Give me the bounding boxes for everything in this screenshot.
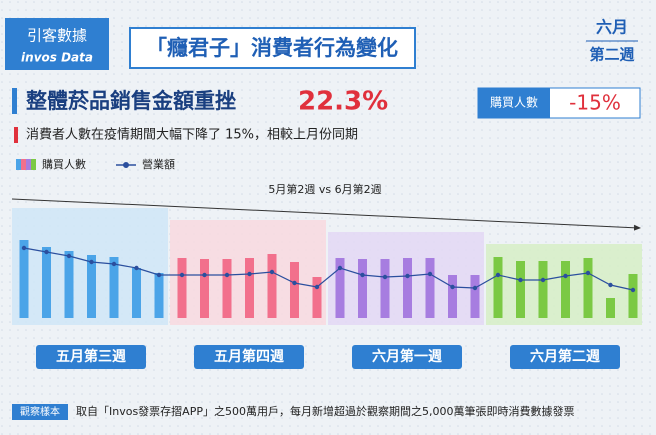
legend-label: 購買人數 xyxy=(42,157,86,171)
bar xyxy=(561,261,570,318)
bar xyxy=(583,258,593,318)
stat-label: 購買人數 xyxy=(490,96,538,110)
bar xyxy=(64,251,74,318)
group-pill xyxy=(36,345,146,369)
brand-sub: invos Data xyxy=(21,51,93,65)
footer-text: 取自「Invos發票存摺APP」之500萬用戶，每月新增超過於觀察期間之5,00… xyxy=(76,404,574,418)
line-point xyxy=(134,265,139,271)
bar xyxy=(628,274,638,318)
line-point xyxy=(202,272,207,278)
group-label: 六月第二週 xyxy=(530,348,600,365)
line-point xyxy=(518,277,523,283)
line-point xyxy=(585,270,591,276)
line-point xyxy=(472,285,478,291)
footer-tag-box xyxy=(12,404,68,420)
note: 消費者人數在疫情期間大幅下降了 15%，相較上月份同期 xyxy=(26,127,358,143)
legend-swatch xyxy=(26,159,31,170)
bar xyxy=(312,277,322,318)
line-point xyxy=(247,271,252,277)
title-box xyxy=(129,27,416,69)
line-point xyxy=(156,272,162,278)
bar xyxy=(470,275,480,318)
line-point xyxy=(450,284,455,290)
bar xyxy=(538,261,548,318)
line-point xyxy=(405,273,410,279)
brand: 引客數據 xyxy=(27,27,87,45)
bar xyxy=(606,298,615,318)
line-point xyxy=(179,272,185,278)
bar xyxy=(493,257,503,318)
group-pill xyxy=(352,345,462,369)
bar xyxy=(335,258,345,318)
line-point xyxy=(292,280,297,286)
line-point xyxy=(608,282,613,288)
accent xyxy=(12,88,17,114)
group-label: 五月第四週 xyxy=(214,348,284,365)
bar xyxy=(448,275,457,318)
bar xyxy=(19,240,29,318)
bar xyxy=(290,262,299,318)
line-point xyxy=(630,287,636,293)
annotation: 5月第2週 vs 6月第2週 xyxy=(268,182,381,196)
line-point xyxy=(224,272,230,278)
footer-tag: 觀察樣本 xyxy=(20,405,60,418)
line-point xyxy=(540,277,546,283)
bar xyxy=(42,247,51,318)
bar xyxy=(267,254,277,318)
line-point xyxy=(314,284,320,290)
group-label: 六月第一週 xyxy=(372,348,442,365)
group-pill xyxy=(510,345,620,369)
legend-label: 營業額 xyxy=(142,158,175,171)
group-label: 五月第三週 xyxy=(56,348,126,365)
title: 「癮君子」消費者行為變化 xyxy=(146,36,398,60)
line-point xyxy=(427,271,433,277)
legend-swatch xyxy=(21,159,26,170)
line-point xyxy=(563,273,568,279)
period-week: 第二週 xyxy=(589,46,634,64)
line-point xyxy=(337,265,343,271)
headline-value: 22.3% xyxy=(298,87,388,117)
line-point xyxy=(360,272,365,278)
line-point xyxy=(111,261,117,267)
line-point xyxy=(382,274,388,280)
bar xyxy=(358,259,367,318)
bar xyxy=(425,258,435,318)
legend-dot xyxy=(123,162,129,168)
bar xyxy=(222,259,232,318)
line-point xyxy=(495,272,501,278)
bar xyxy=(87,255,96,318)
accent xyxy=(14,127,18,143)
bar xyxy=(380,259,390,318)
bar xyxy=(200,259,209,318)
period-month: 六月 xyxy=(596,18,628,37)
line-point xyxy=(21,245,27,251)
bar xyxy=(154,273,164,318)
legend-swatch xyxy=(31,159,36,170)
bar xyxy=(516,261,525,318)
stat-label-box xyxy=(478,88,550,118)
line xyxy=(23,247,634,291)
line-point xyxy=(44,249,49,255)
headline: 整體菸品銷售金額重挫 xyxy=(26,89,236,113)
bar xyxy=(132,268,141,318)
bar xyxy=(177,258,187,318)
trend-arrow xyxy=(11,198,641,231)
legend-swatch xyxy=(16,159,21,170)
brand-box xyxy=(5,18,109,70)
bar xyxy=(245,258,254,318)
bar xyxy=(109,257,119,318)
group-pill xyxy=(194,345,304,369)
line-point xyxy=(89,259,94,265)
line-point xyxy=(66,253,72,259)
bar xyxy=(403,258,412,318)
stat-value: -15% xyxy=(569,91,621,115)
line-point xyxy=(269,269,275,275)
